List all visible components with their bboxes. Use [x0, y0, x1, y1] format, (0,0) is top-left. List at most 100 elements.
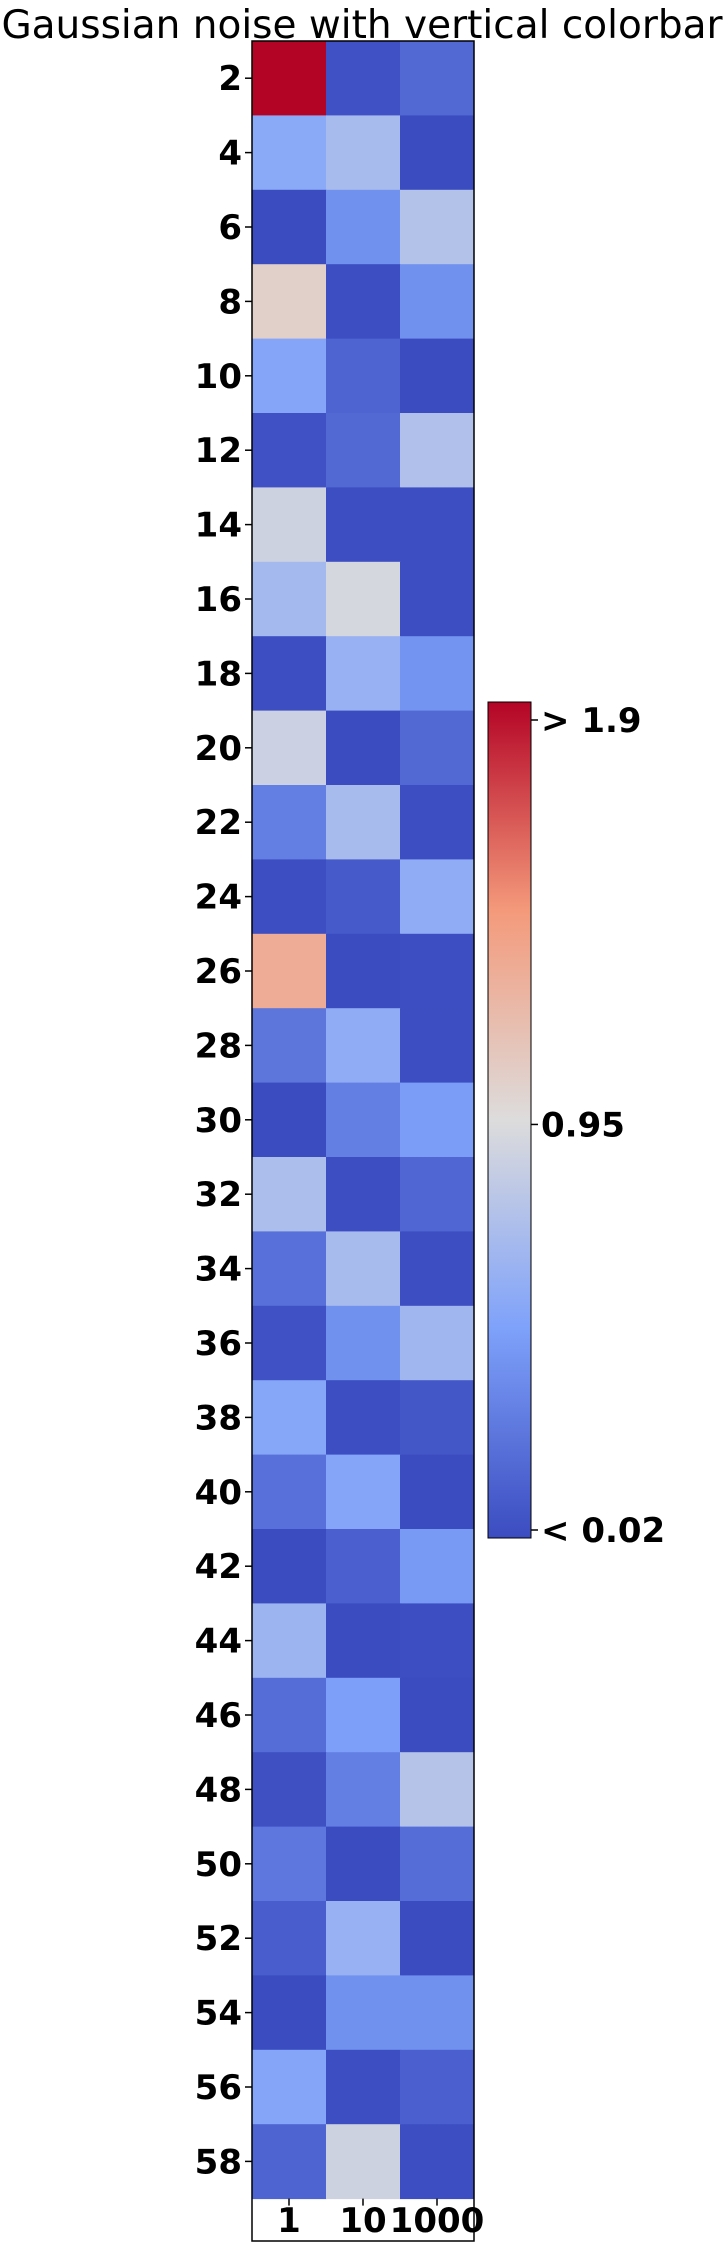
heatmap-cell	[400, 1826, 475, 1902]
heatmap-cell	[400, 1603, 475, 1679]
heatmap-cell	[252, 1603, 327, 1679]
heatmap-cell	[252, 1305, 327, 1381]
heatmap-cell	[252, 41, 327, 116]
heatmap-cell	[400, 189, 475, 265]
heatmap-cell	[252, 1231, 327, 1307]
heatmap-cell	[400, 1454, 475, 1530]
heatmap-cell	[252, 561, 327, 637]
y-tick-label: 14	[195, 506, 242, 546]
heatmap-cell	[326, 1231, 401, 1307]
heatmap-cell	[326, 1603, 401, 1679]
heatmap-cell	[252, 2049, 327, 2125]
heatmap-cell	[252, 859, 327, 935]
y-tick-label: 56	[195, 2068, 242, 2108]
heatmap-cell	[326, 41, 401, 116]
heatmap-cell	[326, 1826, 401, 1902]
heatmap-cell	[400, 1529, 475, 1604]
y-axis-ticks: 2468101214161820222426283032343638404244…	[195, 59, 252, 2182]
heatmap-cell	[326, 710, 401, 786]
heatmap-cell	[400, 1082, 475, 1158]
y-tick-label: 8	[218, 282, 242, 322]
heatmap-cell	[400, 2049, 475, 2125]
x-axis-ticks: 1 10 1000	[277, 2198, 484, 2241]
colorbar-tick-label: < 0.02	[541, 1511, 665, 1551]
heatmap-cell	[326, 1008, 401, 1084]
heatmap-cell	[400, 115, 475, 191]
heatmap-cell	[326, 1380, 401, 1456]
heatmap-cell	[400, 636, 475, 712]
heatmap-cell	[326, 561, 401, 637]
heatmap-cell	[252, 115, 327, 191]
heatmap-cell	[400, 413, 475, 488]
heatmap-cell	[400, 264, 475, 340]
y-tick-label: 46	[195, 1696, 242, 1736]
y-tick-label: 42	[195, 1547, 242, 1587]
heatmap-cells	[252, 41, 475, 2200]
heatmap-cell	[252, 413, 327, 488]
heatmap-cell	[252, 2124, 327, 2200]
y-tick-label: 16	[195, 580, 242, 620]
y-tick-label: 24	[195, 878, 242, 918]
y-tick-label: 38	[195, 1398, 242, 1438]
heatmap-cell	[400, 1901, 475, 1976]
y-tick-label: 58	[195, 2142, 242, 2182]
heatmap-cell	[400, 1305, 475, 1381]
heatmap-cell	[252, 1901, 327, 1976]
heatmap-cell	[252, 933, 327, 1009]
heatmap-cell	[400, 1752, 475, 1828]
y-tick-label: 32	[195, 1175, 242, 1215]
colorbar	[487, 701, 532, 1539]
heatmap-cell	[326, 2049, 401, 2125]
heatmap-cell	[400, 1008, 475, 1084]
y-tick-label: 6	[218, 208, 242, 248]
heatmap-cell	[326, 338, 401, 414]
heatmap-cell	[252, 1975, 327, 2051]
heatmap-cell	[326, 1082, 401, 1158]
heatmap-cell	[326, 2124, 401, 2200]
y-tick-label: 44	[195, 1622, 242, 1662]
heatmap-cell	[400, 338, 475, 414]
heatmap-cell	[326, 785, 401, 860]
heatmap-cell	[400, 785, 475, 860]
colorbar-ticks: > 1.9 0.95 < 0.02	[531, 701, 665, 1551]
y-tick-label: 18	[195, 654, 242, 694]
heatmap-cell	[326, 933, 401, 1009]
heatmap-cell	[400, 1380, 475, 1456]
heatmap-cell	[400, 487, 475, 563]
heatmap-cell	[400, 1677, 475, 1753]
heatmap-cell	[252, 1157, 327, 1232]
heatmap-cell	[400, 859, 475, 935]
heatmap-cell	[326, 1901, 401, 1976]
x-tick-label: 10	[339, 2201, 386, 2241]
y-tick-label: 12	[195, 431, 242, 471]
heatmap-cell	[252, 1529, 327, 1604]
heatmap-cell	[326, 189, 401, 265]
heatmap-cell	[252, 1082, 327, 1158]
y-tick-label: 4	[218, 134, 242, 174]
colorbar-tick-label: 0.95	[541, 1105, 625, 1145]
heatmap-cell	[252, 487, 327, 563]
y-tick-label: 30	[195, 1101, 242, 1141]
heatmap-cell	[326, 1454, 401, 1530]
heatmap-cell	[252, 189, 327, 265]
heatmap-cell	[326, 1975, 401, 2051]
heatmap-cell	[326, 636, 401, 712]
heatmap-cell	[252, 1008, 327, 1084]
y-tick-label: 52	[195, 1919, 242, 1959]
heatmap-cell	[400, 1157, 475, 1232]
y-tick-label: 2	[218, 59, 242, 99]
heatmap-cell	[252, 338, 327, 414]
y-tick-label: 40	[195, 1473, 242, 1513]
heatmap-cell	[326, 1305, 401, 1381]
y-tick-label: 22	[195, 803, 242, 843]
heatmap-cell	[252, 785, 327, 860]
heatmap-cell	[326, 413, 401, 488]
heatmap-cell	[400, 1975, 475, 2051]
heatmap-cell	[252, 1826, 327, 1902]
heatmap-cell	[252, 710, 327, 786]
heatmap-cell	[252, 1454, 327, 1530]
heatmap-cell	[252, 1752, 327, 1828]
y-tick-label: 26	[195, 952, 242, 992]
heatmap-cell	[400, 1231, 475, 1307]
